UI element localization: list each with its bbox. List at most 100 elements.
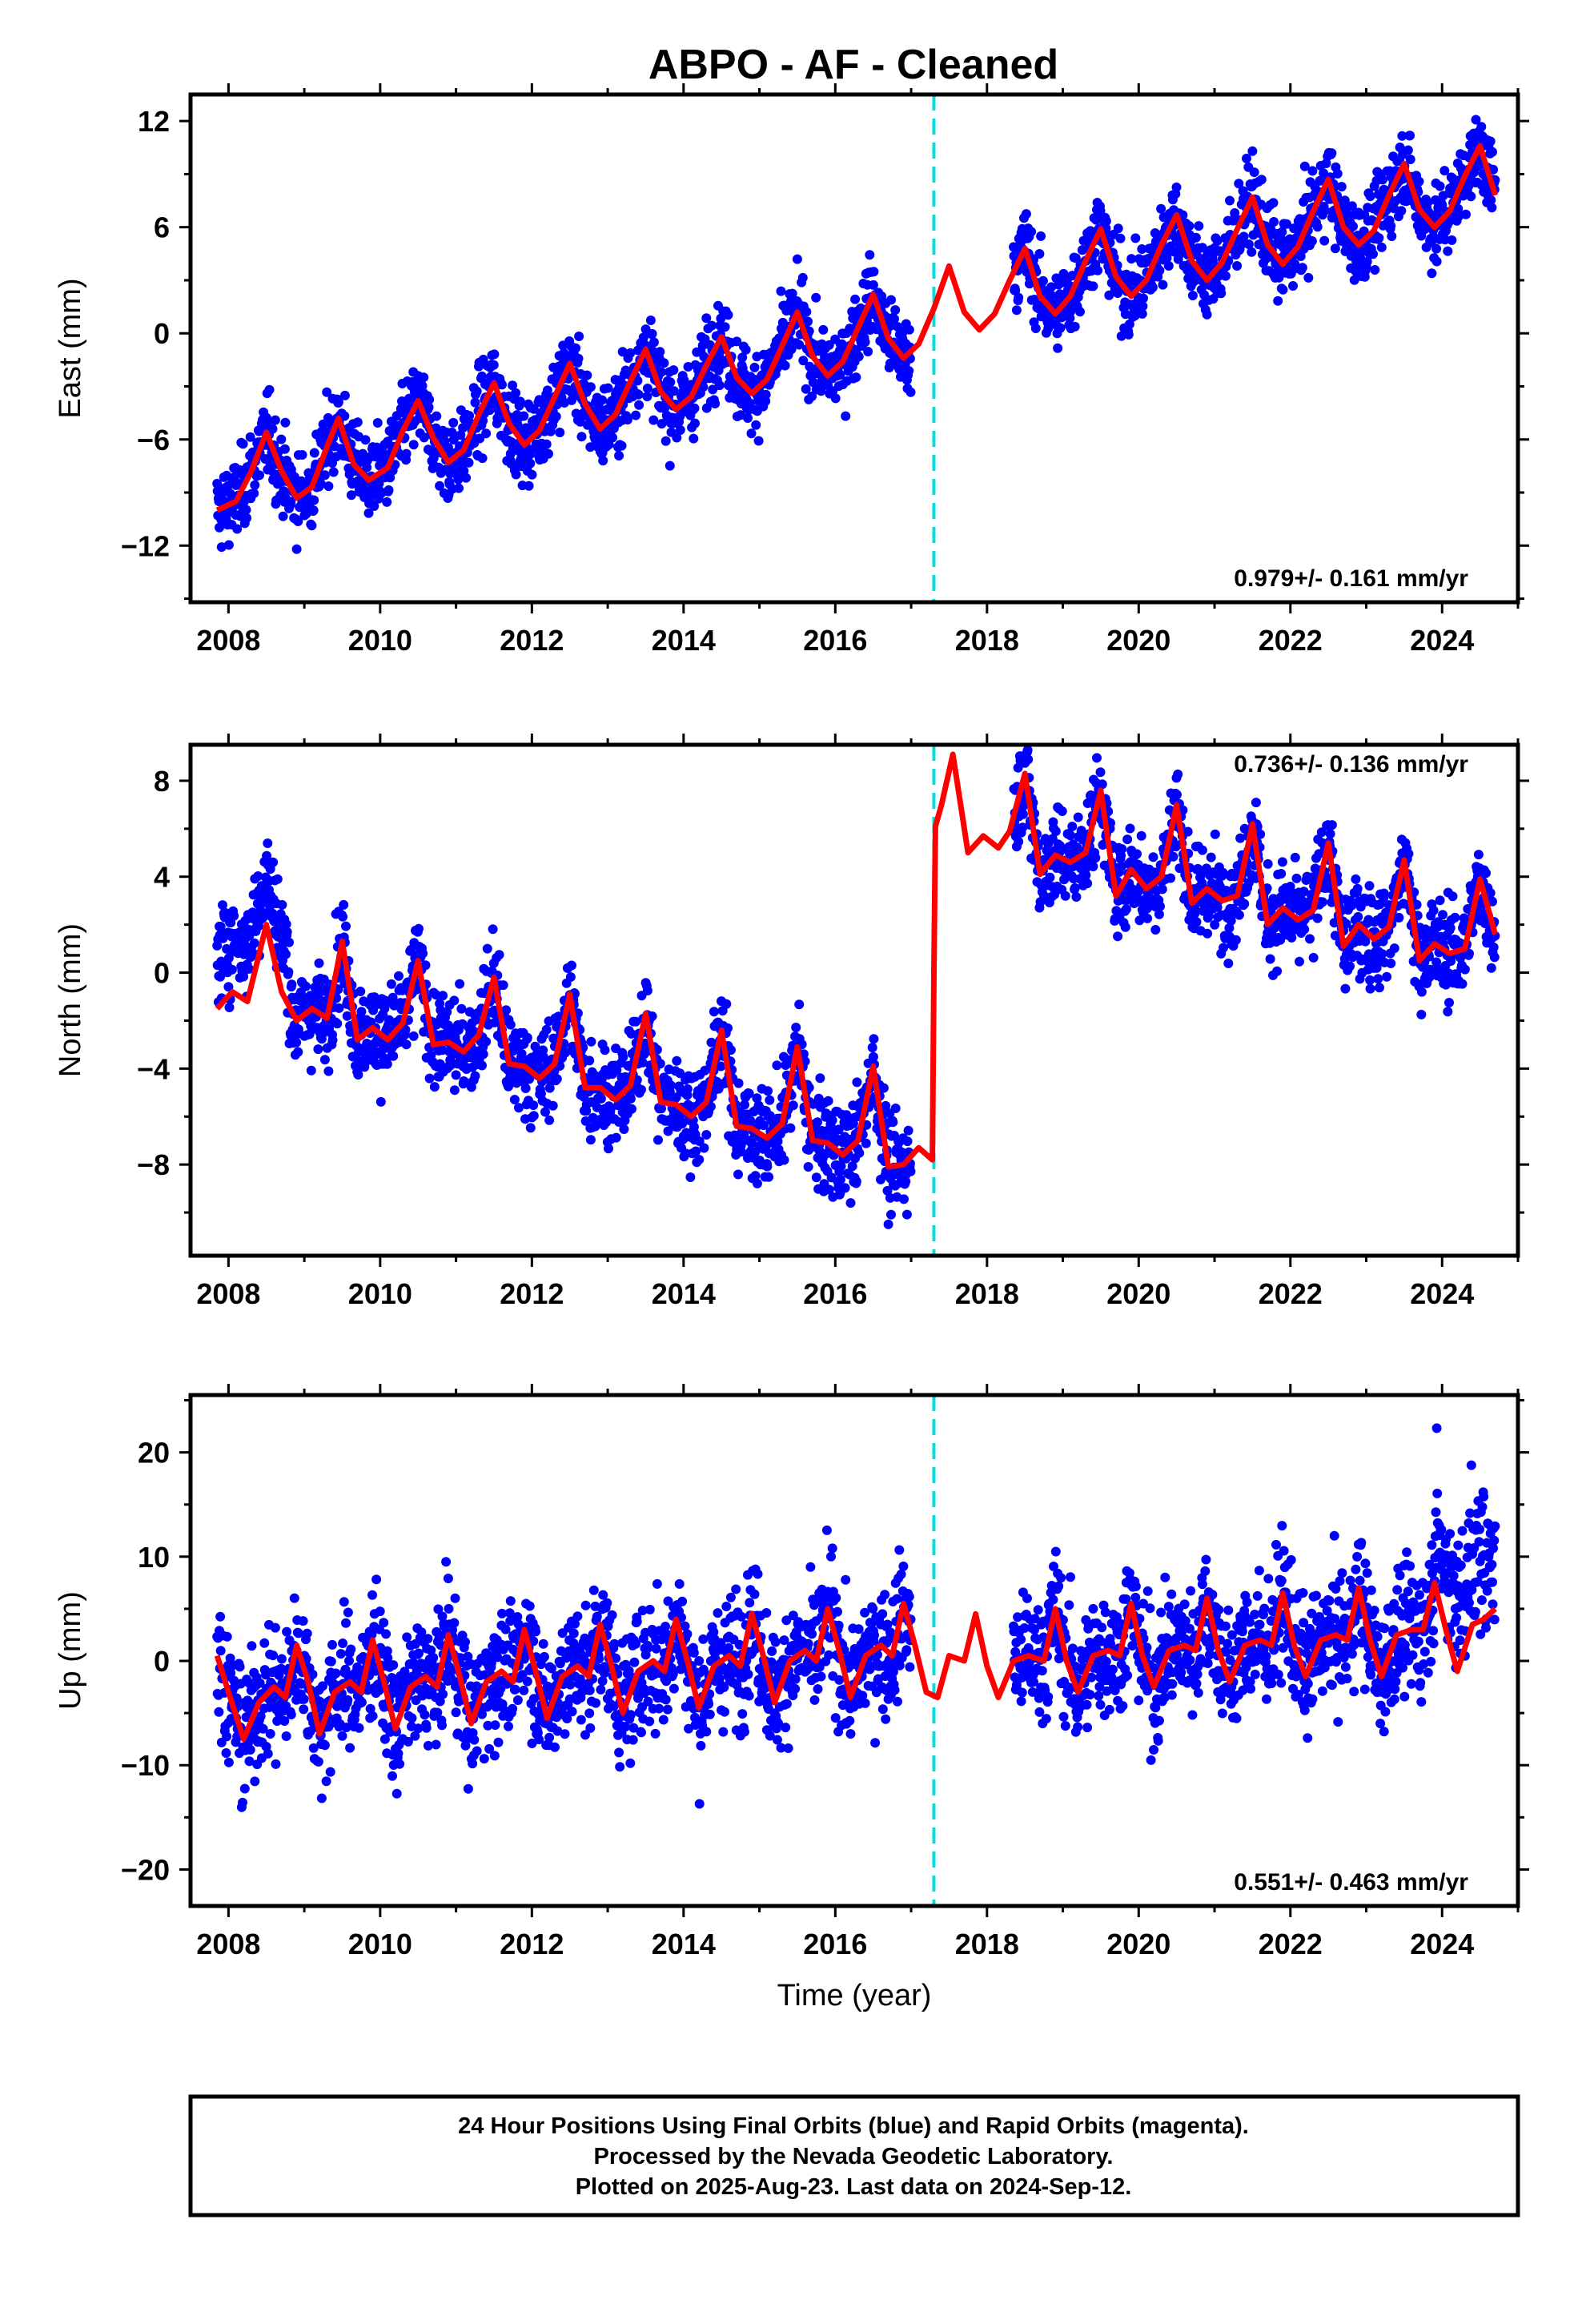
data-point: [707, 320, 717, 331]
data-point: [516, 1048, 527, 1059]
data-point: [1488, 147, 1497, 157]
data-point: [740, 1100, 749, 1110]
data-point: [1327, 148, 1337, 159]
data-point: [384, 1015, 394, 1025]
data-point: [1319, 235, 1330, 246]
data-point: [752, 1178, 762, 1188]
data-point: [461, 472, 472, 483]
data-point: [383, 436, 393, 447]
data-point: [811, 292, 821, 303]
data-point: [801, 384, 811, 394]
data-point: [1317, 897, 1327, 907]
data-point: [600, 1045, 610, 1055]
data-point: [508, 380, 518, 391]
data-point: [807, 391, 817, 401]
data-point: [519, 411, 529, 421]
data-point: [1066, 830, 1075, 841]
data-point: [899, 1194, 909, 1204]
data-point: [1125, 823, 1135, 834]
data-point: [1348, 221, 1358, 231]
data-point: [1447, 235, 1457, 245]
data-point: [278, 511, 288, 521]
data-point: [314, 958, 324, 968]
data-point: [642, 986, 652, 995]
data-point: [342, 1011, 352, 1021]
data-point: [1030, 324, 1041, 333]
data-point: [835, 370, 845, 380]
panel-frame: [188, 92, 1520, 605]
data-point: [634, 400, 644, 410]
data-point: [852, 1077, 862, 1088]
data-point: [1376, 242, 1387, 252]
data-point: [356, 1007, 367, 1017]
data-point: [464, 411, 475, 421]
data-point: [625, 348, 636, 358]
data-point: [571, 343, 581, 353]
data-point: [694, 1136, 705, 1147]
data-point: [689, 433, 699, 444]
data-point: [1076, 826, 1086, 836]
data-point: [1347, 201, 1357, 211]
data-point: [419, 372, 429, 383]
data-point: [863, 347, 873, 356]
data-point: [291, 1037, 302, 1047]
data-point: [1265, 954, 1275, 964]
data-point: [815, 1073, 825, 1084]
data-point: [438, 991, 448, 1001]
data-point: [1202, 309, 1212, 320]
data-point: [854, 1148, 865, 1158]
data-point: [301, 981, 311, 991]
data-point: [477, 453, 488, 464]
data-point: [647, 1011, 657, 1021]
data-point: [1013, 762, 1023, 773]
data-point: [585, 382, 596, 392]
data-point: [429, 1082, 440, 1092]
data-point: [544, 1115, 555, 1125]
data-point: [1340, 983, 1351, 994]
data-point: [1168, 851, 1178, 862]
data-point: [1203, 911, 1214, 921]
data-point: [381, 998, 391, 1008]
data-point: [464, 457, 474, 468]
data-point: [816, 386, 826, 396]
data-point: [1117, 844, 1127, 854]
data-point: [1359, 226, 1369, 236]
data-point: [803, 1162, 813, 1172]
data-point: [813, 1117, 822, 1128]
data-point: [555, 428, 565, 437]
data-point: [1396, 206, 1407, 216]
data-point: [1190, 904, 1200, 915]
data-point: [633, 389, 644, 400]
data-point: [721, 999, 732, 1009]
data-point: [752, 1093, 762, 1104]
x-tick-label: 2012: [500, 624, 564, 657]
data-point: [418, 948, 428, 959]
data-point: [669, 365, 679, 376]
data-point: [903, 1125, 913, 1136]
data-point: [388, 1051, 399, 1061]
data-point: [617, 347, 628, 357]
data-point: [501, 1005, 512, 1015]
data-point: [647, 328, 657, 339]
data-point: [218, 900, 227, 911]
data-point: [369, 501, 379, 511]
data-point: [1154, 265, 1165, 275]
data-point: [238, 439, 248, 449]
data-point: [315, 479, 326, 489]
data-point: [616, 440, 627, 451]
data-point: [823, 1096, 833, 1106]
data-point: [488, 924, 498, 935]
data-point: [313, 1044, 323, 1055]
y-tick-label: 12: [138, 105, 170, 138]
data-point: [508, 1046, 518, 1056]
data-point: [1295, 251, 1306, 261]
data-point: [309, 495, 319, 505]
data-point: [733, 1078, 744, 1088]
data-point: [889, 314, 899, 324]
data-point: [565, 972, 576, 982]
x-tick-label: 2020: [1106, 624, 1170, 657]
data-point: [1370, 265, 1380, 275]
data-point: [1172, 790, 1182, 800]
data-point: [1073, 812, 1083, 822]
x-tick-label: 2014: [652, 624, 716, 657]
